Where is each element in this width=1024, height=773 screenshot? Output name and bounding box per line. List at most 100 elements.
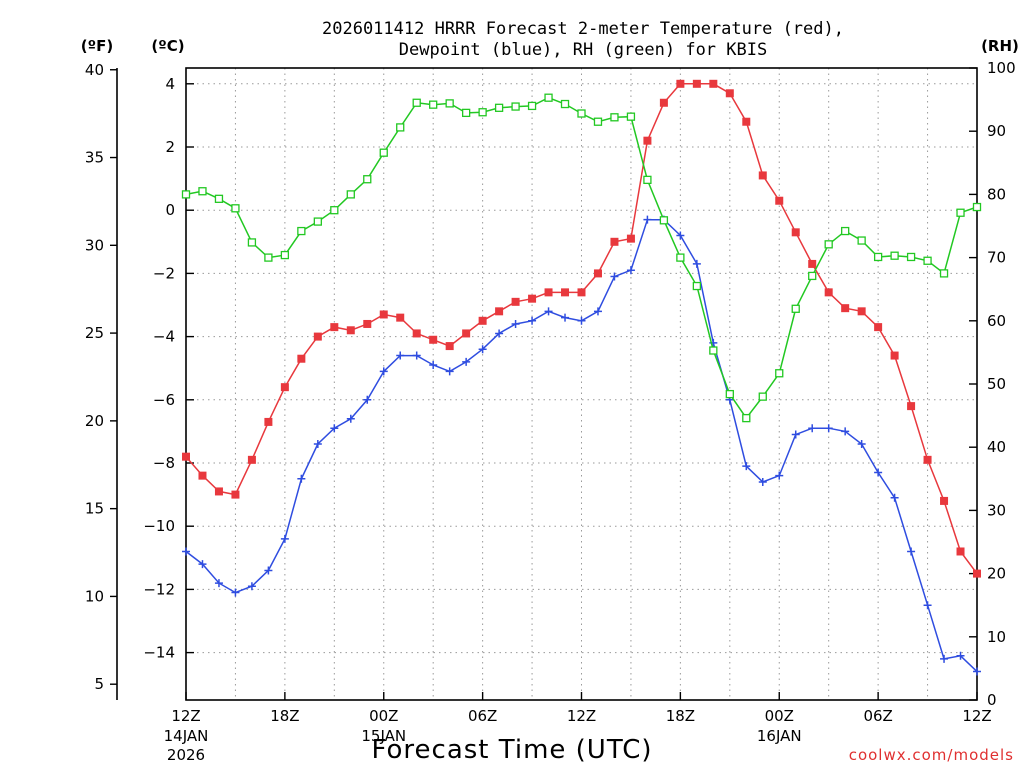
temperature-point	[182, 452, 190, 461]
celsius-tick-label: −6	[153, 391, 175, 409]
dewpoint-point	[791, 430, 800, 439]
dewpoint-point	[890, 493, 899, 502]
rh-point	[511, 102, 520, 111]
x-tick-label: 00Z	[369, 707, 398, 725]
temperature-point	[577, 288, 586, 297]
temperature-point	[692, 79, 701, 88]
rh-point	[610, 113, 619, 122]
temperature-point	[544, 288, 553, 297]
dewpoint-point	[808, 424, 817, 433]
rh-unit-label: (RH)	[981, 37, 1019, 55]
rh-point	[791, 304, 800, 313]
tick-labels: 420−2−4−6−8−10−12−1440353025201510510090…	[85, 59, 1016, 764]
rh-point	[445, 99, 454, 108]
dewpoint-point	[346, 414, 355, 423]
rh-tick-label: 70	[987, 249, 1006, 267]
dewpoint-point	[182, 547, 190, 556]
temperature-point	[725, 89, 734, 98]
temperature-point	[297, 354, 306, 363]
x-year-label: 2026	[167, 746, 205, 764]
dewpoint-point	[626, 266, 635, 275]
x-tick-label: 12Z	[962, 707, 991, 725]
fahrenheit-tick-label: 35	[85, 149, 104, 167]
source-credit: coolwx.com/models	[849, 746, 1014, 764]
dewpoint-point	[824, 424, 833, 433]
rh-tick-label: 60	[987, 312, 1006, 330]
rh-point	[577, 109, 586, 118]
temperature-point	[412, 329, 421, 338]
dewpoint-point	[775, 471, 784, 480]
dewpoint-point	[396, 351, 405, 360]
dewpoint-point	[923, 601, 932, 610]
fahrenheit-tick-label: 40	[85, 61, 104, 79]
temperature-point	[659, 98, 668, 107]
dewpoint-point	[214, 579, 223, 588]
rh-point	[280, 250, 290, 260]
grid-lines	[186, 68, 977, 700]
rh-point	[264, 253, 273, 262]
rh-point	[692, 281, 702, 291]
fahrenheit-tick-label: 10	[85, 587, 104, 605]
x-tick-label: 06Z	[863, 707, 892, 725]
rh-tick-label: 10	[987, 628, 1006, 646]
dewpoint-point	[561, 313, 570, 322]
dewpoint-point	[412, 351, 421, 360]
x-tick-label: 00Z	[765, 707, 794, 725]
celsius-tick-label: −12	[143, 580, 175, 598]
x-tick-label: 18Z	[270, 707, 299, 725]
temperature-point	[874, 323, 883, 332]
dewpoint-point	[544, 307, 553, 316]
fahrenheit-tick-label: 25	[85, 324, 104, 342]
rh-point	[544, 93, 553, 102]
temperature-series	[182, 79, 981, 578]
data-series	[181, 79, 982, 676]
celsius-tick-label: 4	[165, 75, 175, 93]
rh-point	[379, 148, 388, 157]
x-date-label: 16JAN	[757, 727, 802, 745]
x-date-label: 14JAN	[164, 727, 209, 745]
rh-point	[494, 103, 504, 112]
rh-point	[890, 251, 899, 260]
temperature-point	[890, 351, 899, 360]
x-tick-label: 12Z	[171, 707, 200, 725]
rh-point	[906, 252, 916, 262]
dewpoint-series	[182, 215, 981, 676]
rh-point	[330, 206, 339, 215]
rh-point	[247, 238, 257, 247]
rh-point	[742, 413, 751, 423]
dewpoint-point	[610, 272, 619, 281]
rh-point	[363, 175, 372, 184]
dewpoint-point	[956, 651, 965, 660]
rh-point	[396, 123, 405, 132]
temperature-point	[495, 307, 504, 316]
dewpoint-point	[297, 474, 306, 483]
celsius-tick-label: −8	[153, 454, 175, 472]
temperature-point	[231, 490, 240, 499]
rh-point	[956, 208, 965, 217]
rh-point	[527, 101, 537, 111]
dewpoint-point	[247, 582, 256, 591]
temperature-point	[330, 323, 339, 332]
dewpoint-point	[264, 566, 273, 575]
temperature-point	[593, 269, 602, 278]
dewpoint-point	[445, 367, 454, 376]
rh-tick-label: 90	[987, 122, 1006, 140]
temperature-point	[923, 455, 932, 464]
rh-point	[181, 190, 191, 199]
temperature-point	[676, 79, 685, 88]
temperature-point	[775, 196, 784, 205]
temperature-point	[280, 383, 289, 392]
dewpoint-point	[874, 468, 883, 477]
dewpoint-point	[841, 427, 850, 436]
dewpoint-point	[676, 231, 685, 240]
rh-point	[824, 240, 833, 249]
rh-point	[758, 392, 767, 401]
dewpoint-point	[198, 560, 207, 569]
rh-point	[593, 117, 603, 126]
dewpoint-point	[742, 462, 751, 471]
temperature-point	[808, 259, 817, 268]
rh-point	[709, 346, 718, 355]
celsius-tick-label: −4	[153, 328, 175, 346]
